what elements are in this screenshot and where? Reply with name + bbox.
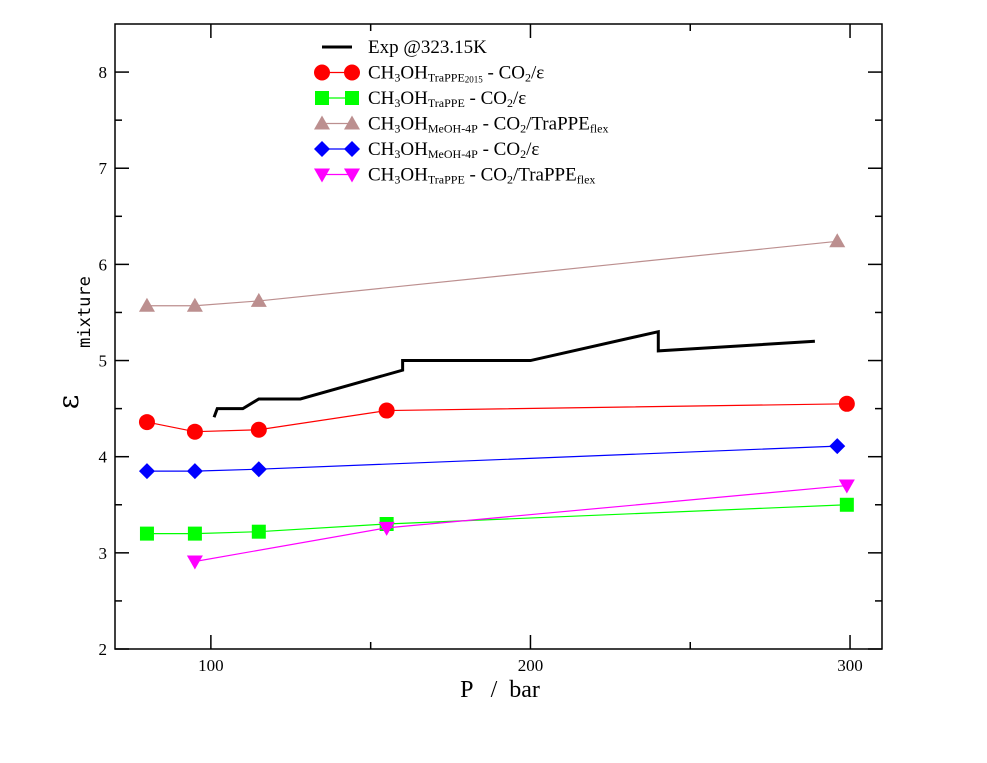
data-point [187,526,202,541]
x-tick-label: 100 [198,656,224,675]
data-point [250,461,267,478]
y-tick-label: 2 [99,640,108,659]
legend-marker [344,141,360,157]
data-point [250,292,267,307]
series-2 [139,497,854,541]
legend-label: CH3OHTraPPE - CO2/TraPPEflex [368,165,595,187]
y-axis-title: ε mixture [52,276,95,409]
legend-entry-3: CH3OHMeOH-4P - CO2/TraPPEflex [314,114,608,136]
data-point [186,423,203,440]
legend-label: CH3OHTraPPE - CO2/ε [368,88,526,110]
data-point [138,297,155,312]
legend-entry-4: CH3OHMeOH-4P - CO2/ε [314,139,539,161]
legend: Exp @323.15K CH3OHTraPPE2015 - CO2/ε CH3OH… [314,37,608,187]
data-point [378,402,395,419]
data-point [139,526,154,541]
legend-label: CH3OHTraPPE2015 - CO2/ε [368,63,544,85]
data-point [138,414,155,431]
series-5 [186,479,855,570]
data-point [838,395,855,412]
series-line [146,240,838,307]
y-tick-label: 6 [99,255,108,274]
plot-frame [114,23,883,650]
series-1 [138,395,855,440]
series-4 [138,438,846,480]
y-tick-label: 3 [99,544,108,563]
data-point [186,463,203,480]
y-axis-title-main: ε [52,395,85,410]
legend-entry-1: CH3OHTraPPE2015 - CO2/ε [314,63,544,85]
legend-entry-5: CH3OHTraPPE - CO2/TraPPEflex [314,165,595,187]
legend-marker [344,64,360,81]
series-layer [138,233,855,570]
data-point [839,497,854,512]
data-point [138,463,155,480]
series-0 [212,329,815,418]
y-tick-label: 7 [99,159,108,178]
legend-label: CH3OHMeOH-4P - CO2/TraPPEflex [368,114,608,136]
legend-marker [344,115,360,130]
series-line [212,329,815,418]
data-point [378,521,395,536]
legend-entry-0: Exp @323.15K [322,37,487,58]
axis-ticks: 100 200 300 2 3 4 5 6 7 8 [99,24,882,675]
series-3 [138,233,846,312]
legend-marker [314,64,330,81]
data-point [250,421,267,438]
data-point [829,438,846,455]
legend-label: CH3OHMeOH-4P - CO2/ε [368,139,539,161]
legend-marker [314,115,330,130]
y-axis-title-subscript: mixture [75,276,95,348]
data-point [829,233,846,248]
legend-marker [345,91,359,105]
legend-entry-2: CH3OHTraPPE - CO2/ε [315,88,526,110]
y-tick-label: 8 [99,63,108,82]
data-point [186,297,203,312]
legend-marker [314,168,330,183]
data-point [186,555,203,570]
y-tick-label: 5 [99,352,108,371]
data-point [838,479,855,494]
legend-marker [344,168,360,183]
legend-marker [314,141,330,157]
series-line [194,484,847,563]
data-point [251,524,266,539]
x-tick-label: 200 [518,656,544,675]
x-tick-label: 300 [837,656,863,675]
legend-label: Exp @323.15K [368,37,487,58]
y-tick-label: 4 [99,448,108,467]
series-line [146,445,838,472]
legend-marker [315,91,329,105]
x-axis-title: P / bar [460,677,540,703]
